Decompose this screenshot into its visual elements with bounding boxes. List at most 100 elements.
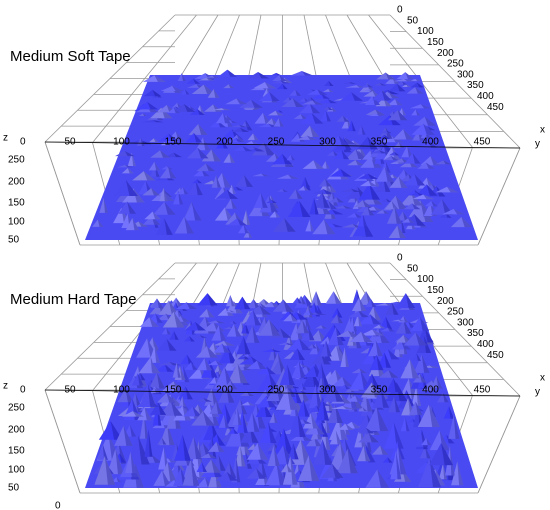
surface-peak	[262, 301, 281, 308]
surface-peak	[333, 149, 350, 160]
surface-shadow	[384, 166, 395, 182]
surface-shadow	[415, 109, 421, 116]
surface-shadow	[232, 320, 237, 324]
surface-peak	[369, 354, 384, 371]
surface-peak	[201, 149, 222, 162]
surface-peak	[340, 347, 349, 367]
surface-peak	[380, 136, 404, 143]
surface-peak	[363, 373, 380, 390]
surface-shadow	[311, 113, 324, 124]
surface-peak	[169, 297, 183, 307]
surface-shadow	[398, 176, 408, 188]
surface-peak	[383, 422, 404, 449]
surface-shadow	[338, 135, 349, 146]
surface-peak	[401, 218, 415, 223]
surface-peak	[306, 423, 325, 435]
surface-peak	[312, 219, 336, 235]
x-axis-label: x	[540, 373, 545, 384]
surface-shadow	[325, 160, 330, 169]
surface-shadow	[417, 82, 424, 88]
surface-peak	[388, 396, 401, 413]
x-tick-label: 400	[422, 137, 439, 148]
surface-shadow	[256, 360, 267, 369]
grid-line	[477, 147, 521, 246]
surface-shadow	[391, 201, 399, 210]
surface-shadow	[191, 362, 198, 370]
surface-peak	[409, 104, 432, 109]
surface-peak	[253, 82, 277, 89]
surface-shadow	[449, 445, 455, 476]
surface-shadow	[149, 317, 160, 327]
surface-peak	[396, 293, 416, 309]
surface-shadow	[173, 311, 185, 328]
surface-peak	[118, 201, 137, 214]
surface-peak	[346, 395, 364, 402]
surface-shadow	[132, 217, 140, 231]
surface-shadow	[351, 92, 363, 101]
surface-shadow	[419, 316, 430, 332]
surface-shadow	[137, 435, 150, 465]
surface-peak	[411, 123, 435, 135]
surface-peak	[279, 364, 295, 386]
surface-peak	[185, 436, 202, 460]
surface-shadow	[290, 456, 298, 485]
surface-shadow	[251, 99, 263, 108]
surface-shadow	[275, 110, 284, 116]
surface-shadow	[376, 354, 384, 371]
surface-peak	[329, 417, 349, 440]
surface-peak	[408, 78, 422, 82]
surface-shadow	[365, 392, 373, 412]
surface-shadow	[253, 148, 265, 152]
surface-shadow	[164, 218, 173, 235]
surface-shadow	[178, 190, 184, 205]
surface-shadow	[421, 354, 430, 373]
surface-peak	[245, 411, 260, 432]
surface-shadow	[199, 335, 208, 338]
surface-shadow	[238, 124, 247, 128]
surface-shadow	[315, 384, 323, 408]
surface-shadow	[403, 334, 411, 343]
z-tick-label: 250	[8, 403, 25, 414]
surface-peak	[331, 307, 343, 318]
surface-peak	[256, 366, 276, 375]
surface-shadow	[230, 380, 238, 390]
surface-shadow	[415, 401, 423, 415]
surface-shadow	[419, 373, 427, 383]
surface-shadow	[442, 463, 448, 480]
surface-shadow	[375, 109, 385, 115]
surface-shadow	[237, 407, 242, 425]
surface-peak	[272, 217, 296, 232]
surface-shadow	[152, 119, 164, 123]
surface-shadow	[168, 133, 179, 142]
surface-shadow	[209, 359, 218, 378]
surface-shadow	[306, 135, 318, 140]
surface-peak	[218, 385, 235, 403]
surface-shadow	[269, 319, 281, 336]
surface-shadow	[300, 363, 308, 368]
surface-peak	[98, 421, 123, 440]
surface-peak	[341, 223, 364, 228]
surface-shadow	[263, 401, 272, 418]
surface-shadow	[192, 204, 202, 221]
surface-shadow	[130, 451, 137, 474]
surface-shadow	[427, 126, 436, 131]
surface-shadow	[151, 454, 163, 463]
surface-shadow	[347, 448, 358, 474]
surface-shadow	[186, 302, 198, 310]
surface-peak	[360, 84, 374, 88]
surface-shadow	[271, 349, 282, 352]
surface-shadow	[292, 98, 304, 108]
surface-peak	[161, 327, 171, 335]
surface-shadow	[431, 200, 438, 207]
surface-peak	[303, 309, 315, 316]
surface-peak	[257, 123, 279, 128]
surface-peak	[300, 125, 320, 138]
surface-shadow	[312, 343, 317, 349]
surface-peak	[403, 174, 426, 186]
surface-peak	[411, 109, 421, 116]
surface-shadow	[333, 151, 340, 156]
surface-peak	[185, 132, 203, 143]
surface-shadow	[395, 195, 408, 210]
surface-shadow	[355, 395, 364, 402]
surface-peak	[145, 355, 156, 373]
